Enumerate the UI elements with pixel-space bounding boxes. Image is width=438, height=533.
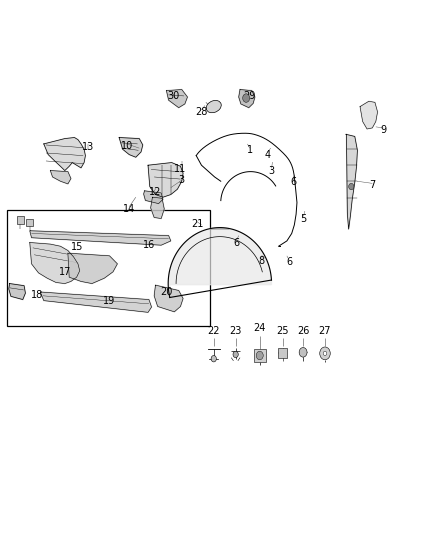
Text: 4: 4 (264, 150, 270, 159)
Text: 12: 12 (149, 187, 162, 197)
Text: 6: 6 (290, 177, 297, 187)
Text: 23: 23 (230, 326, 242, 336)
Text: 13: 13 (81, 142, 94, 152)
Polygon shape (9, 284, 25, 300)
Text: 22: 22 (208, 326, 220, 336)
Polygon shape (168, 228, 272, 297)
Polygon shape (30, 231, 171, 245)
Circle shape (349, 183, 354, 190)
Polygon shape (239, 90, 255, 108)
Polygon shape (151, 197, 164, 219)
Text: 6: 6 (286, 257, 292, 267)
Circle shape (323, 351, 327, 356)
Circle shape (256, 351, 263, 360)
Text: 11: 11 (173, 165, 186, 174)
Text: 21: 21 (191, 219, 203, 229)
Polygon shape (144, 191, 163, 204)
Text: 5: 5 (300, 214, 307, 223)
Circle shape (299, 348, 307, 357)
Text: 10: 10 (121, 141, 133, 151)
Circle shape (211, 356, 216, 362)
Text: 27: 27 (319, 326, 331, 336)
Text: 26: 26 (297, 326, 309, 336)
Text: 7: 7 (369, 181, 375, 190)
Text: 1: 1 (247, 146, 253, 155)
Polygon shape (166, 90, 187, 108)
Polygon shape (346, 134, 357, 229)
Text: 19: 19 (103, 296, 116, 306)
Text: 6: 6 (233, 238, 240, 247)
Ellipse shape (206, 100, 221, 113)
Polygon shape (50, 171, 71, 184)
Polygon shape (360, 101, 378, 129)
Text: 29: 29 (244, 91, 256, 101)
Text: 15: 15 (71, 243, 83, 252)
Polygon shape (154, 285, 183, 312)
Text: 16: 16 (143, 240, 155, 250)
Bar (7, 210, 210, 326)
Text: 3: 3 (268, 166, 275, 175)
Circle shape (233, 351, 238, 358)
Text: 30: 30 (167, 91, 179, 101)
Bar (278, 348, 287, 358)
Text: 9: 9 (380, 125, 386, 135)
Bar (254, 349, 266, 362)
Polygon shape (148, 163, 183, 197)
Text: 20: 20 (160, 287, 173, 297)
Polygon shape (30, 243, 80, 284)
Polygon shape (119, 138, 143, 157)
Polygon shape (68, 253, 117, 284)
Text: 17: 17 (59, 267, 71, 277)
Text: 14: 14 (123, 204, 135, 214)
Text: 24: 24 (254, 323, 266, 333)
Text: 28: 28 (195, 107, 208, 117)
Circle shape (320, 347, 330, 360)
Polygon shape (40, 292, 152, 312)
Text: 25: 25 (276, 326, 289, 336)
Text: 18: 18 (31, 290, 43, 300)
Text: 8: 8 (259, 256, 265, 266)
Bar (17, 216, 24, 224)
Circle shape (243, 94, 250, 102)
Text: 3: 3 (179, 175, 185, 185)
Polygon shape (44, 138, 85, 171)
Bar (26, 219, 33, 226)
